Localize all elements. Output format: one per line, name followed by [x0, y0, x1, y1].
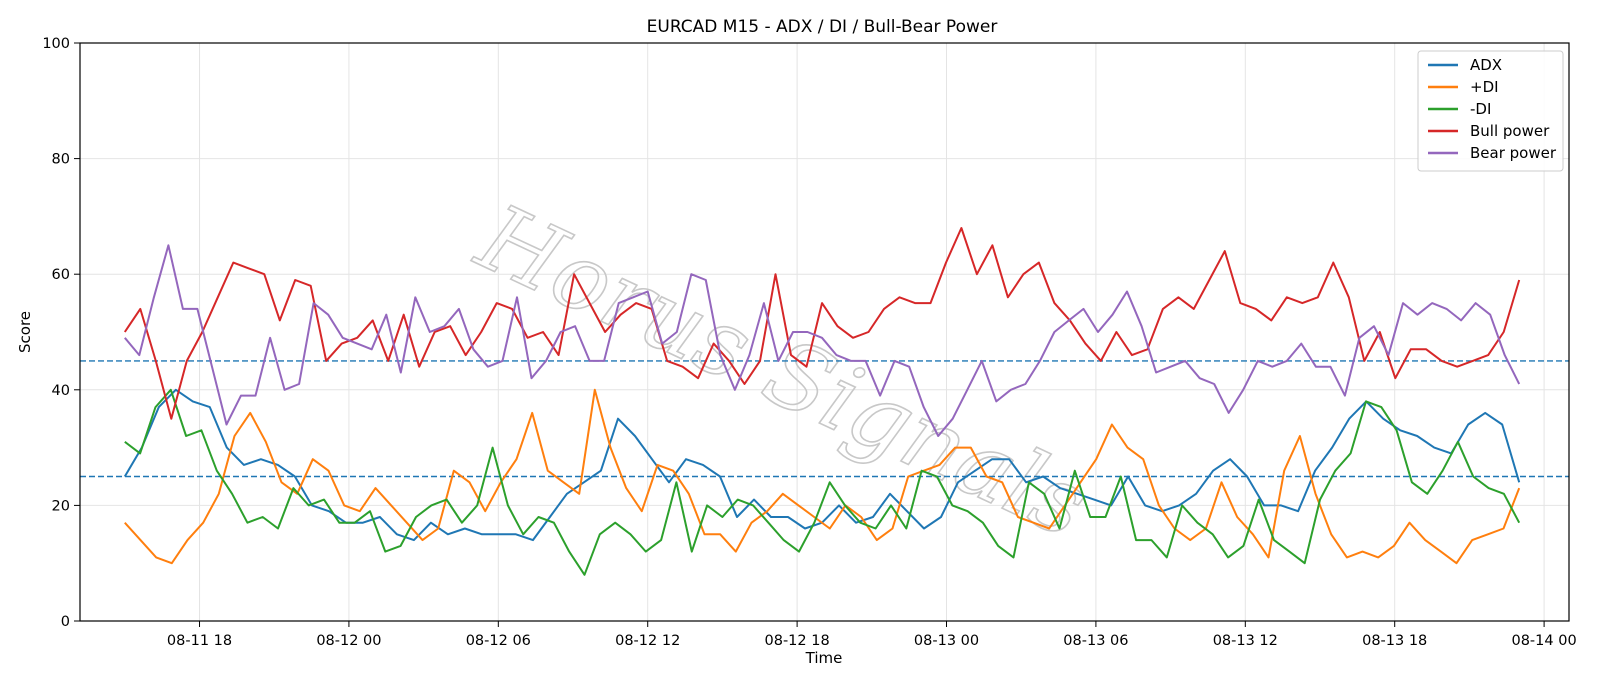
legend-label: -DI — [1470, 100, 1491, 118]
x-tick-label: 08-11 18 — [167, 633, 232, 649]
series-line-di — [124, 388, 1521, 565]
series-line-bull-power — [123, 227, 1521, 420]
legend-label: +DI — [1470, 78, 1499, 96]
plot-frame — [79, 42, 1570, 622]
series-line-bear-power — [124, 244, 1521, 437]
legend-label: ADX — [1470, 56, 1502, 74]
y-tick-label: 60 — [52, 267, 70, 283]
legend: ADX +DI -DI Bull power Bear power — [1417, 50, 1564, 172]
y-tick-label: 20 — [52, 498, 70, 514]
y-tick-label: 0 — [61, 614, 70, 630]
legend-label: Bear power — [1470, 144, 1557, 162]
y-tick-label: 100 — [42, 36, 70, 52]
x-tick-label: 08-12 00 — [316, 633, 381, 649]
series-lines — [123, 227, 1521, 576]
x-tick-label: 08-13 00 — [914, 633, 979, 649]
series-line-di — [124, 388, 1521, 576]
chart-title: EURCAD M15 - ADX / DI / Bull-Bear Power — [647, 17, 998, 37]
x-tick-label: 08-12 12 — [615, 633, 680, 649]
x-tick-label: 08-14 00 — [1511, 633, 1576, 649]
legend-box — [1417, 50, 1564, 172]
axis-ticks: 08-11 18 08-12 00 08-12 06 08-12 12 08-12 18… — [42, 36, 1576, 649]
legend-label: Bull power — [1470, 122, 1550, 140]
x-tick-label: 08-13 18 — [1362, 633, 1427, 649]
x-tick-label: 08-13 06 — [1063, 633, 1128, 649]
x-tick-label: 08-12 18 — [765, 633, 830, 649]
y-tick-label: 40 — [52, 383, 70, 399]
reference-lines — [80, 360, 1569, 478]
x-tick-label: 08-13 12 — [1213, 633, 1278, 649]
y-axis-label: Score — [16, 311, 34, 353]
x-axis-label: Time — [805, 649, 843, 667]
y-tick-label: 80 — [52, 152, 70, 168]
x-tick-label: 08-12 06 — [466, 633, 531, 649]
